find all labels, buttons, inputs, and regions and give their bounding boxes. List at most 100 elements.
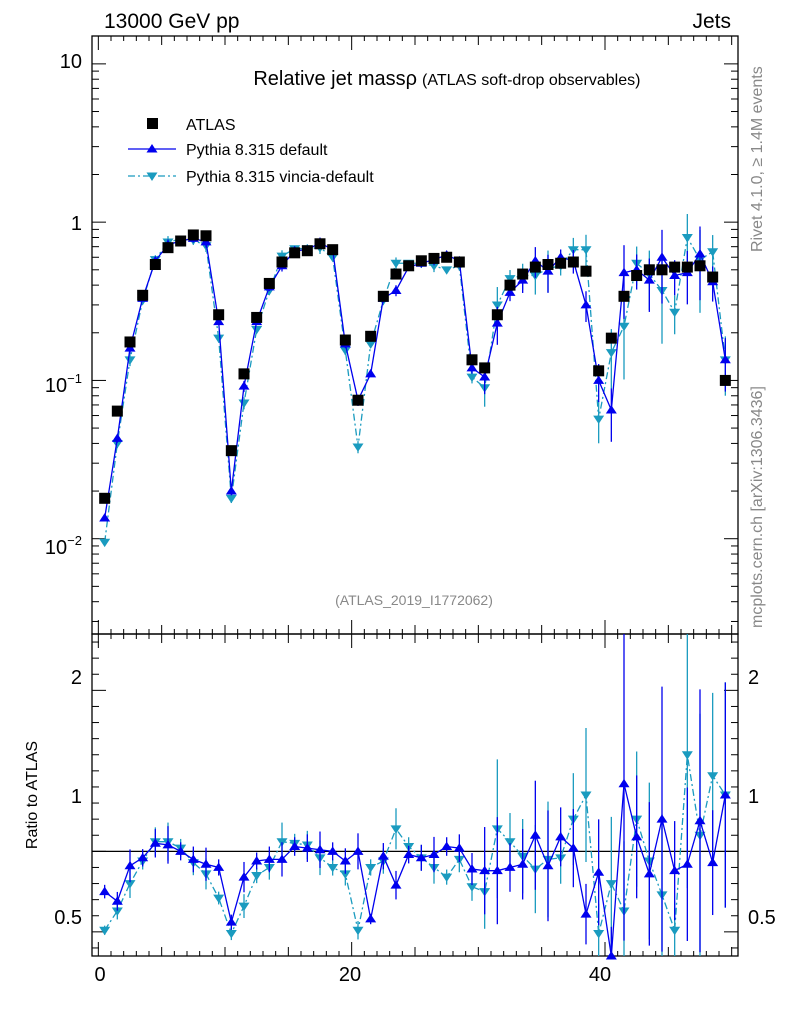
data-point-atlas bbox=[352, 394, 364, 406]
data-point-atlas bbox=[719, 374, 731, 386]
marker-default bbox=[390, 285, 402, 294]
marker-vincia bbox=[681, 234, 693, 243]
data-point-atlas bbox=[99, 492, 111, 504]
data-point-atlas bbox=[365, 330, 377, 342]
data-point-atlas bbox=[529, 261, 541, 273]
ratio-marker-vincia bbox=[681, 751, 693, 760]
marker-default bbox=[580, 299, 592, 309]
marker-vincia bbox=[225, 494, 237, 504]
marker-default bbox=[225, 486, 237, 495]
data-point-atlas bbox=[390, 268, 402, 280]
marker-vincia bbox=[441, 266, 453, 275]
process-label: Jets bbox=[692, 10, 731, 33]
ratio-marker-default bbox=[466, 864, 478, 873]
ratio-marker-vincia bbox=[605, 880, 617, 889]
ratio-marker-default bbox=[263, 854, 275, 863]
data-point-atlas bbox=[669, 261, 681, 273]
ratio-marker-default bbox=[669, 865, 681, 875]
marker-vincia bbox=[111, 439, 123, 449]
marker-vincia bbox=[593, 415, 605, 425]
ratio-marker-vincia bbox=[238, 902, 250, 912]
data-point-atlas bbox=[327, 244, 339, 256]
ratio-marker-default bbox=[631, 831, 643, 841]
ratio-marker-default bbox=[555, 831, 567, 841]
ratio-marker-vincia bbox=[339, 870, 351, 879]
marker-default bbox=[213, 316, 225, 326]
marker-default bbox=[479, 372, 491, 381]
marker-vincia bbox=[365, 340, 377, 349]
data-point-atlas bbox=[441, 251, 453, 263]
data-point-atlas bbox=[314, 238, 326, 250]
ratio-marker-default bbox=[276, 854, 288, 863]
ratio-marker-default bbox=[200, 859, 212, 868]
legend-marker-default bbox=[146, 144, 158, 153]
ratio-marker-default bbox=[605, 951, 617, 960]
data-point-atlas bbox=[479, 362, 491, 374]
data-point-atlas bbox=[111, 405, 123, 417]
data-point-atlas bbox=[187, 229, 199, 241]
ratio-marker-default bbox=[137, 852, 149, 862]
marker-vincia bbox=[669, 308, 681, 318]
ratio-marker-vincia bbox=[365, 863, 377, 873]
ratio-marker-default bbox=[428, 849, 440, 859]
marker-default bbox=[111, 433, 123, 442]
marker-vincia bbox=[251, 325, 263, 335]
ratio-marker-default bbox=[580, 909, 592, 918]
ratio-marker-default bbox=[251, 856, 263, 865]
marker-default bbox=[466, 362, 478, 372]
marker-vincia bbox=[618, 322, 630, 332]
ratio-marker-default bbox=[162, 839, 174, 849]
ratio-marker-default bbox=[453, 843, 465, 852]
ratio-ytick-label-0p5-right: 0.5 bbox=[748, 907, 776, 929]
data-point-atlas bbox=[491, 309, 503, 321]
main-series bbox=[99, 214, 731, 548]
ratio-ytick-label-2: 2 bbox=[71, 667, 82, 689]
xtick-label-40: 40 bbox=[589, 964, 611, 986]
data-point-atlas bbox=[555, 257, 567, 269]
ratio-marker-vincia bbox=[225, 929, 237, 939]
ratio-line-default bbox=[104, 783, 726, 957]
data-point-atlas bbox=[643, 264, 655, 276]
ratio-panel: Ratio to ATLAS 2 1 0.5 2 1 0.5 0 20 40 bbox=[24, 633, 776, 986]
marker-vincia bbox=[327, 253, 339, 263]
marker-vincia bbox=[339, 346, 351, 356]
ratio-marker-default bbox=[643, 868, 655, 878]
data-point-atlas bbox=[428, 252, 440, 264]
ratio-axes bbox=[92, 634, 738, 956]
ratio-marker-vincia bbox=[580, 791, 592, 800]
marker-default bbox=[643, 275, 655, 284]
ratio-marker-default bbox=[111, 896, 123, 905]
ratio-marker-default bbox=[593, 867, 605, 876]
data-point-atlas bbox=[656, 264, 668, 276]
ratio-marker-default bbox=[504, 862, 516, 871]
data-point-atlas bbox=[580, 265, 592, 277]
rivet-version-label: Rivet 4.1.0, ≥ 1.4M events bbox=[749, 66, 766, 252]
ratio-marker-default bbox=[479, 865, 491, 875]
marker-vincia bbox=[238, 399, 250, 408]
main-axes bbox=[92, 36, 738, 634]
ratio-marker-default bbox=[314, 844, 326, 854]
data-point-atlas bbox=[504, 279, 516, 291]
data-point-atlas bbox=[517, 268, 529, 280]
ratio-line-vincia bbox=[104, 754, 726, 936]
series-atlas bbox=[99, 229, 731, 504]
ratio-marker-default bbox=[352, 846, 364, 855]
ytick-label-10: 10 bbox=[60, 51, 82, 73]
legend-markers bbox=[128, 118, 176, 181]
ratio-marker-vincia bbox=[441, 873, 453, 883]
ratio-marker-vincia bbox=[504, 838, 516, 847]
ratio-marker-default bbox=[124, 860, 136, 870]
ratio-marker-vincia bbox=[669, 926, 681, 936]
data-point-atlas bbox=[175, 235, 187, 247]
data-point-atlas bbox=[377, 290, 389, 302]
marker-default bbox=[99, 513, 111, 522]
marker-default bbox=[593, 375, 605, 384]
plot-subtitle: (ATLAS soft-drop observables) bbox=[422, 72, 640, 89]
data-point-atlas bbox=[542, 259, 554, 271]
data-point-atlas bbox=[238, 368, 250, 380]
data-point-atlas bbox=[466, 354, 478, 366]
marker-default bbox=[618, 267, 630, 277]
marker-vincia bbox=[352, 443, 364, 452]
data-point-atlas bbox=[453, 256, 465, 268]
